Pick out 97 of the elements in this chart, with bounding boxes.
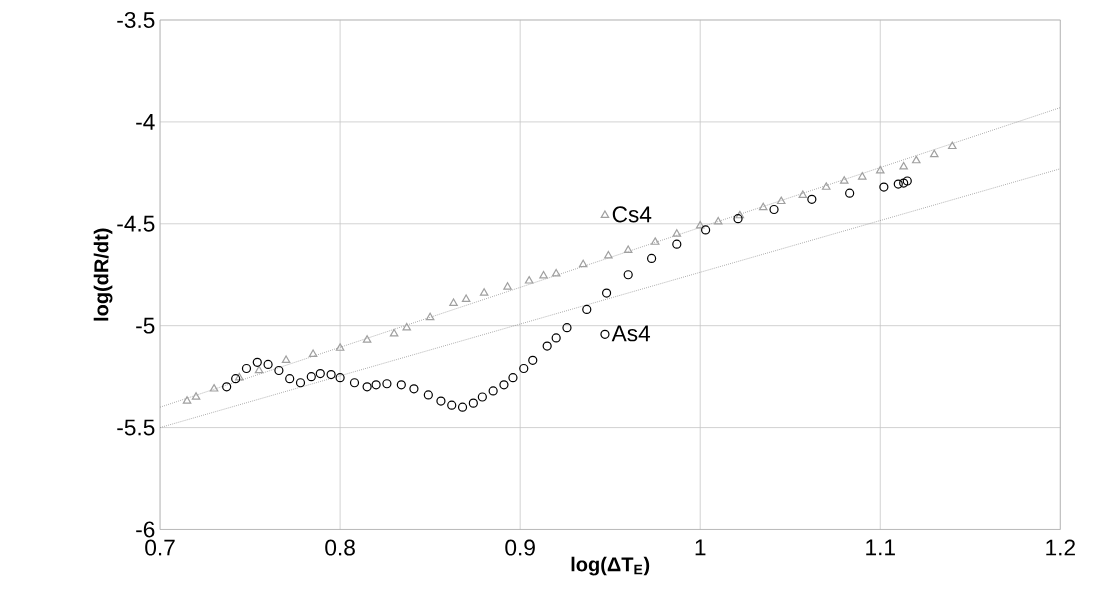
point	[254, 365, 264, 374]
legend-label: Cs4	[612, 206, 652, 223]
point	[623, 245, 633, 253]
point	[503, 282, 512, 290]
point	[735, 210, 745, 219]
point	[306, 371, 316, 382]
point	[776, 196, 786, 205]
y-tick-label: -5	[136, 317, 155, 334]
point	[893, 179, 903, 189]
y-axis-title: log(dR/dt)	[93, 228, 113, 321]
point	[551, 268, 561, 277]
point	[499, 380, 509, 390]
point	[672, 229, 682, 237]
x-tick-label: 1.2	[1046, 539, 1075, 556]
point	[508, 372, 518, 383]
point	[758, 202, 768, 211]
point	[845, 188, 855, 198]
point	[231, 373, 241, 384]
point	[604, 250, 613, 259]
point	[911, 155, 921, 164]
point	[539, 270, 548, 279]
point	[308, 349, 318, 357]
point	[650, 237, 660, 245]
y-tick-label: -4	[136, 114, 155, 130]
x-tick-label: 0.7	[145, 539, 175, 556]
point	[222, 382, 232, 392]
legend-label: As4	[611, 325, 651, 342]
point	[488, 386, 498, 396]
point	[457, 402, 468, 412]
point	[798, 190, 808, 198]
point	[672, 239, 682, 249]
y-tick-label: -6	[136, 521, 155, 538]
point	[601, 288, 612, 298]
point	[695, 220, 705, 229]
x-tick-label: 0.9	[505, 539, 535, 556]
point	[191, 392, 201, 400]
y-tick-label: -5.5	[117, 419, 155, 436]
point	[519, 363, 529, 373]
point	[295, 378, 306, 388]
point	[285, 373, 295, 384]
point	[623, 270, 633, 280]
point	[551, 333, 561, 343]
point	[899, 161, 908, 170]
point	[315, 368, 325, 379]
point	[468, 398, 478, 408]
point	[349, 378, 360, 388]
point	[542, 341, 552, 351]
point	[263, 359, 273, 369]
point	[402, 322, 412, 331]
point	[274, 365, 284, 376]
point	[821, 182, 831, 190]
point	[423, 390, 433, 400]
point	[929, 149, 939, 158]
point	[839, 176, 849, 184]
point	[335, 343, 345, 351]
point	[578, 259, 588, 268]
x-axis-title: log(ΔT$_{E}$)	[571, 556, 650, 576]
point	[362, 335, 372, 343]
point	[362, 382, 372, 392]
point	[479, 288, 489, 296]
point	[382, 379, 392, 389]
point	[875, 165, 885, 174]
point	[447, 400, 457, 410]
point	[713, 216, 723, 225]
point	[562, 323, 572, 333]
point	[524, 275, 534, 284]
point	[182, 396, 192, 404]
point	[449, 298, 458, 306]
y-tick-label: -4.5	[117, 215, 155, 232]
point	[209, 383, 219, 392]
point	[582, 304, 592, 314]
point	[477, 392, 487, 402]
point	[701, 225, 711, 235]
point	[528, 355, 538, 365]
y-tick-label: -3.5	[117, 11, 155, 28]
point	[335, 372, 345, 383]
x-tick-label: 1	[695, 539, 706, 556]
point	[389, 328, 399, 337]
point	[425, 312, 435, 321]
point	[252, 357, 262, 367]
point	[409, 384, 419, 394]
point	[947, 141, 957, 149]
point	[241, 363, 252, 373]
point	[396, 380, 406, 390]
point	[371, 380, 381, 390]
point	[807, 194, 817, 204]
point	[436, 396, 446, 406]
point	[646, 253, 657, 263]
point	[769, 204, 779, 215]
x-tick-label: 0.8	[325, 539, 355, 556]
point	[879, 182, 889, 192]
point	[281, 355, 291, 363]
point	[733, 214, 743, 224]
point	[326, 369, 336, 380]
x-tick-label: 1.1	[866, 539, 895, 556]
point	[857, 171, 867, 180]
point	[461, 294, 471, 302]
